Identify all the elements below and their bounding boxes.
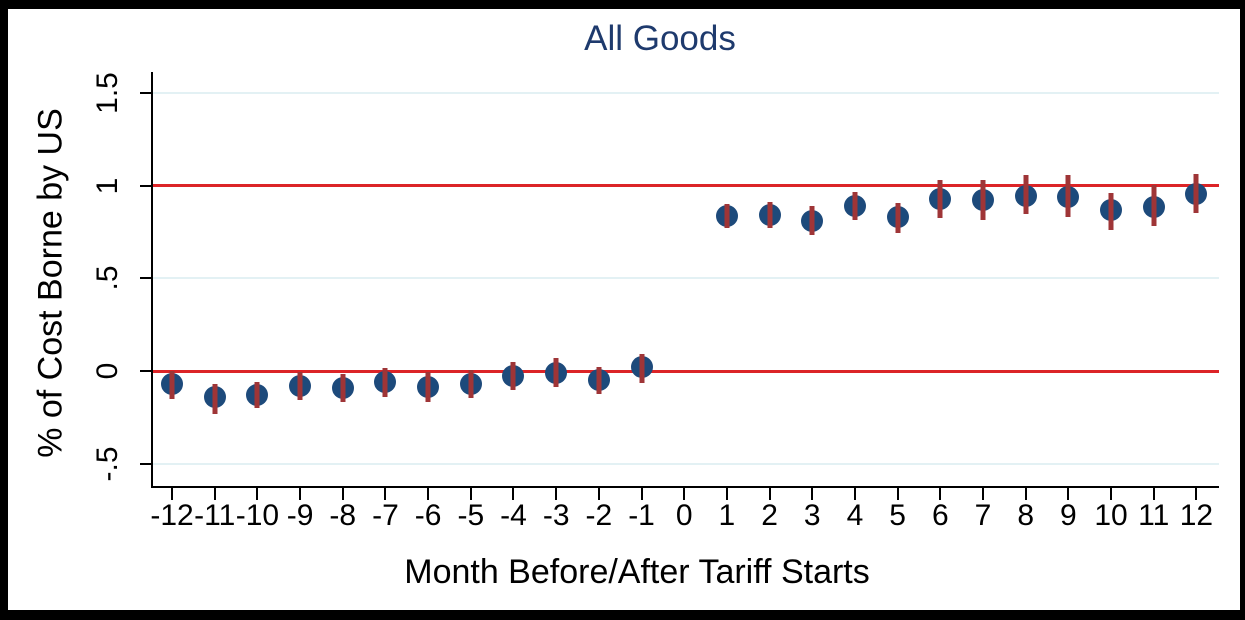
x-tick-mark (256, 488, 259, 500)
confidence-interval-bar (895, 203, 901, 233)
x-tick-label: -10 (235, 499, 280, 532)
x-tick-label: -5 (457, 499, 485, 532)
confidence-interval-bar (169, 371, 175, 399)
confidence-interval-bar (212, 384, 218, 414)
x-tick-label: 4 (846, 499, 864, 532)
x-tick-label: -3 (542, 499, 570, 532)
y-gridline (152, 462, 1219, 465)
x-tick-mark (853, 488, 856, 500)
x-tick-mark (1024, 488, 1027, 500)
x-tick-label: 8 (1017, 499, 1034, 532)
reference-line (152, 369, 1219, 373)
x-tick-label: -9 (286, 499, 314, 532)
x-tick-label: -2 (585, 499, 613, 532)
confidence-interval-bar (809, 206, 815, 235)
x-tick-label: 12 (1179, 499, 1214, 532)
confidence-interval-bar (767, 202, 773, 229)
x-axis-title: Month Before/After Tariff Starts (404, 553, 870, 591)
y-tick-mark (140, 370, 152, 373)
confidence-interval-bar (980, 180, 986, 220)
y-axis-line (151, 72, 153, 488)
confidence-interval-bar (596, 367, 602, 395)
confidence-interval-bar (340, 373, 346, 402)
chart-title: All Goods (584, 19, 736, 58)
x-tick-mark (384, 488, 387, 500)
x-tick-mark (1152, 488, 1155, 500)
y-tick-label: 0 (91, 362, 124, 380)
x-tick-mark (811, 488, 814, 500)
x-tick-mark (171, 488, 174, 500)
x-tick-label: 2 (761, 499, 778, 532)
confidence-interval-bar (937, 180, 943, 219)
y-axis-title: % of Cost Borne by US (31, 108, 70, 458)
x-tick-mark (1067, 488, 1070, 500)
confidence-interval-bar (852, 192, 858, 220)
y-tick-mark (140, 91, 152, 94)
x-tick-mark (725, 488, 728, 500)
confidence-interval-bar (1065, 175, 1071, 218)
confidence-interval-bar (254, 382, 260, 409)
x-tick-mark (512, 488, 515, 500)
x-tick-label: 5 (889, 499, 906, 532)
x-tick-label: 11 (1138, 499, 1170, 532)
x-tick-mark (896, 488, 899, 500)
x-tick-label: 3 (803, 499, 821, 532)
confidence-interval-bar (1023, 174, 1029, 215)
x-tick-mark (981, 488, 984, 500)
x-tick-mark (640, 488, 643, 500)
x-tick-label: -11 (194, 499, 236, 532)
confidence-interval-bar (382, 368, 388, 397)
x-tick-mark (768, 488, 771, 500)
confidence-interval-bar (468, 370, 474, 398)
x-tick-mark (683, 488, 686, 500)
x-tick-label: -6 (414, 499, 442, 532)
confidence-interval-bar (639, 354, 645, 384)
x-tick-label: -8 (329, 499, 357, 532)
x-tick-label: 0 (675, 499, 693, 532)
x-tick-mark (213, 488, 216, 500)
x-tick-label: -12 (150, 499, 194, 532)
x-tick-mark (555, 488, 558, 500)
x-tick-label: -1 (628, 499, 655, 532)
y-gridline (152, 91, 1219, 94)
confidence-interval-bar (1151, 184, 1157, 227)
y-gridline (152, 277, 1219, 280)
x-tick-mark (341, 488, 344, 500)
confidence-interval-bar (425, 371, 431, 402)
confidence-interval-bar (1108, 193, 1114, 231)
confidence-interval-bar (553, 358, 559, 387)
x-tick-label: 1 (718, 499, 736, 532)
x-tick-label: -7 (372, 499, 399, 532)
x-tick-label: 9 (1059, 499, 1077, 532)
x-tick-label: 10 (1094, 499, 1128, 532)
confidence-interval-bar (1193, 173, 1199, 214)
y-tick-mark (140, 462, 152, 465)
y-tick-mark (140, 277, 152, 280)
x-tick-mark (1110, 488, 1113, 500)
confidence-interval-bar (297, 371, 303, 400)
confidence-interval-bar (510, 361, 516, 390)
reference-line (152, 184, 1219, 188)
x-tick-mark (299, 488, 302, 500)
x-tick-mark (597, 488, 600, 500)
x-tick-mark (427, 488, 430, 500)
y-tick-label: .5 (91, 265, 124, 291)
x-tick-mark (939, 488, 942, 500)
x-axis-line (151, 486, 1219, 488)
confidence-interval-bar (724, 204, 730, 229)
x-tick-mark (469, 488, 472, 500)
x-tick-label: 7 (974, 499, 992, 532)
y-tick-label: -.5 (91, 446, 124, 482)
x-tick-mark (1195, 488, 1198, 500)
y-tick-label: 1 (91, 177, 124, 194)
y-tick-label: 1.5 (91, 72, 124, 114)
x-tick-label: 6 (931, 499, 949, 532)
x-tick-label: -4 (500, 499, 527, 532)
y-tick-mark (140, 184, 152, 187)
